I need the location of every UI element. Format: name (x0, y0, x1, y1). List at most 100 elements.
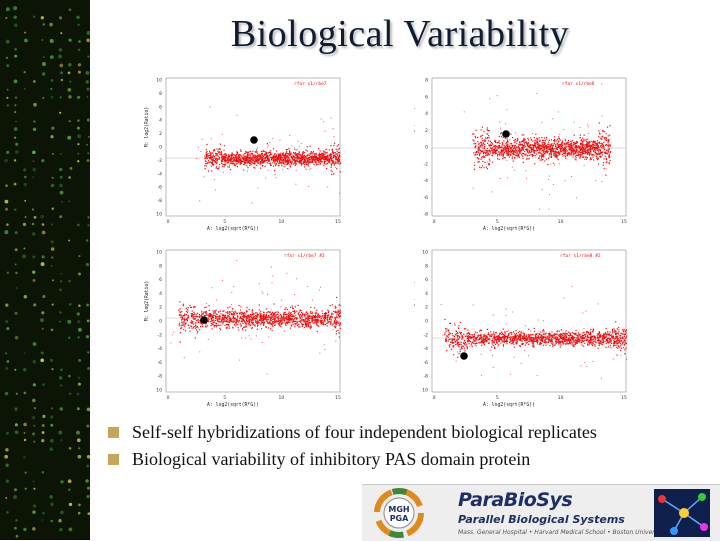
x-tick-label: 10 (558, 395, 564, 401)
y-tick-label: 10 (156, 388, 162, 394)
y-tick-label: 4 (425, 291, 428, 297)
logo-fine-print: Mass. General Hospital • Harvard Medical… (458, 529, 665, 536)
highlighted-gene-point (460, 352, 468, 360)
plot-frame (166, 78, 340, 216)
y-tick-label: -4 (158, 171, 163, 177)
ma-plot-top-left: rfar s1/rbe7 10 8 6 4 2 0 -2 -4 -6 -8 10 0 5 10 15 A: lo… (134, 70, 362, 232)
slide-title: Biological Variability (100, 12, 700, 56)
y-tick-label: -2 (158, 158, 163, 164)
x-tick-label: 5 (223, 395, 226, 401)
y-tick-label: 2 (159, 131, 162, 137)
x-tick-label: 0 (167, 395, 170, 401)
ma-plot-bottom-right: rfar s1/rbe8 #2 10 8 6 4 2 0 -2 -4 -6 -8 10 0 5 10 15 A:… (414, 240, 636, 412)
y-tick-label: -6 (424, 360, 429, 366)
mgh-pga-logo-icon: MGH PGA (368, 487, 430, 539)
bullet-item: Self-self hybridizations of four indepen… (104, 419, 597, 446)
y-tick-label: 2 (425, 128, 428, 134)
y-tick-label: 10 (156, 250, 162, 256)
y-tick-label: 0 (159, 319, 162, 325)
footer-logo-bar: MGH PGA ParaBioSys Parallel Biological S… (362, 484, 720, 541)
y-tick-label: -2 (424, 161, 429, 167)
y-tick-label: -8 (158, 374, 163, 380)
x-tick-label: 10 (558, 219, 564, 225)
data-points (196, 106, 341, 203)
x-axis-label: A: log2(sqrt(R*G)) (483, 226, 535, 232)
x-axis-label: A: log2(sqrt(R*G)) (207, 226, 259, 232)
microarray-spots-graphic (0, 0, 90, 540)
y-tick-label: -4 (158, 346, 163, 352)
y-tick-label: 0 (159, 145, 162, 151)
plot-legend: rfar s1/rbe7 (294, 81, 327, 87)
y-axis-label: M: log2(Ratio) (144, 107, 150, 147)
y-tick-label: -8 (158, 198, 163, 204)
y-tick-label: 10 (156, 212, 162, 218)
y-tick-label: 8 (159, 263, 162, 269)
network-graphic-icon (654, 489, 710, 537)
y-tick-label: -8 (424, 374, 429, 380)
x-tick-label: 15 (335, 219, 341, 225)
bullet-list: Self-self hybridizations of four indepen… (104, 419, 597, 473)
x-tick-label: 15 (621, 395, 627, 401)
x-tick-label: 10 (278, 395, 284, 401)
square-bullet-icon (108, 454, 119, 465)
mgh-text: MGH (388, 505, 409, 514)
x-tick-label: 5 (223, 219, 226, 225)
x-axis-label: A: log2(sqrt(R*G)) (483, 402, 535, 408)
y-tick-label: 8 (425, 263, 428, 269)
y-tick-label: -6 (158, 360, 163, 366)
y-tick-label: -6 (158, 185, 163, 191)
y-tick-label: 6 (159, 104, 162, 110)
y-tick-label: 10 (156, 78, 162, 84)
highlighted-gene-point (200, 316, 208, 324)
y-tick-label: -2 (158, 332, 163, 338)
x-tick-label: 15 (335, 395, 341, 401)
x-tick-label: 0 (433, 219, 436, 225)
data-points (464, 84, 611, 210)
x-axis-label: A: log2(sqrt(R*G)) (207, 402, 259, 408)
plot-legend: rfar s1/rbe8 #2 (560, 253, 601, 259)
x-tick-label: 5 (496, 395, 499, 401)
ma-plot-svg: rfar s1/rbe7 10 8 6 4 2 0 -2 -4 -6 -8 10 0 5 10 15 A: lo… (134, 70, 362, 232)
x-tick-label: 0 (167, 219, 170, 225)
y-tick-label: -4 (424, 178, 429, 184)
highlighted-gene-point (502, 130, 510, 138)
x-tick-label: 0 (433, 395, 436, 401)
plot-frame (432, 250, 626, 392)
bullet-item: Biological variability of inhibitory PAS… (104, 446, 597, 473)
square-bullet-icon (108, 427, 119, 438)
y-tick-label: 10 (422, 250, 428, 256)
x-tick-label: 15 (621, 219, 627, 225)
y-tick-label: 6 (159, 277, 162, 283)
plot-legend: rfar s1/rbe8 (562, 81, 595, 87)
y-tick-label: 6 (425, 94, 428, 100)
data-points (171, 260, 342, 375)
y-tick-label: -6 (424, 195, 429, 201)
x-tick-label: 10 (278, 219, 284, 225)
y-tick-label: 0 (425, 319, 428, 325)
y-tick-label: 4 (425, 111, 428, 117)
y-tick-label: 4 (159, 118, 162, 124)
y-tick-label: 8 (425, 78, 428, 84)
y-tick-label: -8 (424, 212, 429, 218)
y-tick-label: 8 (159, 91, 162, 97)
y-tick-label: 10 (422, 388, 428, 394)
ma-plot-svg: rfar s1/rbe8 #2 10 8 6 4 2 0 -2 -4 -6 -8 10 0 5 10 15 A:… (414, 240, 636, 412)
decorative-sidebar (0, 0, 90, 540)
highlighted-gene-point (250, 136, 258, 144)
pga-text: PGA (390, 514, 409, 523)
y-tick-label: 2 (159, 305, 162, 311)
y-tick-label: 6 (425, 277, 428, 283)
y-axis-label: M: log2(Ratio) (144, 281, 150, 321)
logo-title: ParaBioSys (458, 489, 572, 511)
data-points (441, 286, 628, 379)
y-tick-label: -4 (424, 346, 429, 352)
x-tick-label: 5 (496, 219, 499, 225)
plot-legend: rfar s1/rbe7 #2 (284, 253, 325, 259)
y-tick-label: 2 (425, 305, 428, 311)
logo-subtitle: Parallel Biological Systems (458, 513, 625, 526)
y-tick-label: -2 (424, 332, 429, 338)
